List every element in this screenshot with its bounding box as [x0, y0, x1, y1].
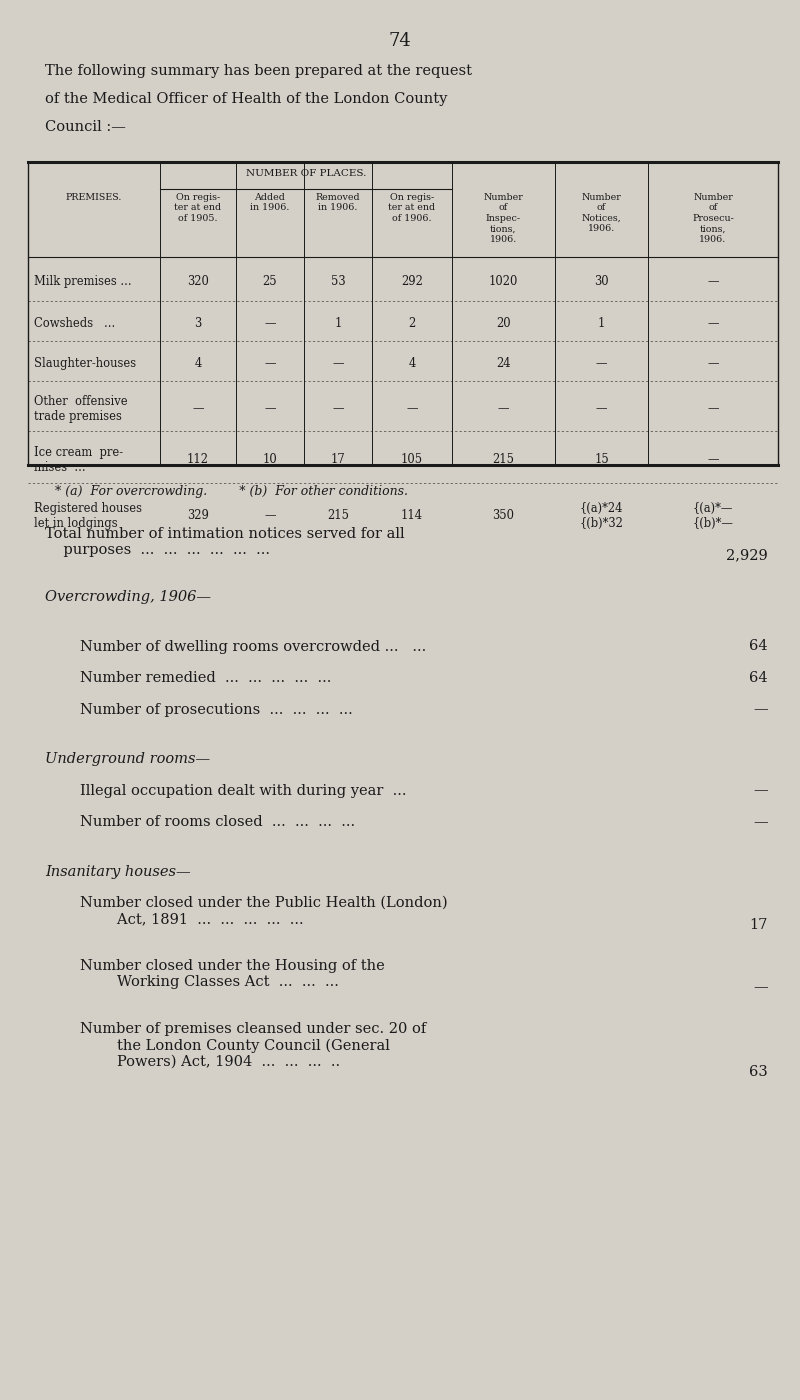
Text: Overcrowding, 1906—: Overcrowding, 1906—: [45, 589, 211, 603]
Text: —: —: [754, 784, 768, 798]
Text: 105: 105: [401, 454, 423, 466]
Text: —: —: [332, 357, 344, 371]
Text: —: —: [498, 402, 510, 416]
Text: —: —: [707, 276, 718, 288]
Text: —: —: [596, 402, 607, 416]
Text: Slaughter-houses: Slaughter-houses: [34, 357, 136, 371]
Text: 64: 64: [750, 671, 768, 685]
Text: —: —: [596, 357, 607, 371]
Text: Council :—: Council :—: [45, 120, 126, 134]
Text: —: —: [707, 357, 718, 371]
Text: Insanitary houses—: Insanitary houses—: [45, 865, 190, 879]
Text: Number of prosecutions  ...  ...  ...  ...: Number of prosecutions ... ... ... ...: [80, 703, 353, 717]
Text: 63: 63: [750, 1065, 768, 1079]
Text: 215: 215: [327, 510, 349, 522]
Text: Ice cream  pre-
mises  ...: Ice cream pre- mises ...: [34, 447, 123, 475]
Text: * (a)  For overcrowding.        * (b)  For other conditions.: * (a) For overcrowding. * (b) For other …: [55, 484, 408, 498]
Text: 53: 53: [330, 276, 346, 288]
Text: Illegal occupation dealt with during year  ...: Illegal occupation dealt with during yea…: [80, 784, 406, 798]
Text: 1: 1: [598, 318, 605, 330]
Text: 1: 1: [334, 318, 342, 330]
Text: Number remedied  ...  ...  ...  ...  ...: Number remedied ... ... ... ... ...: [80, 671, 331, 685]
Text: 320: 320: [187, 276, 209, 288]
Text: —: —: [707, 318, 718, 330]
Text: —: —: [754, 980, 768, 994]
Text: Number
of
Notices,
1906.: Number of Notices, 1906.: [582, 193, 622, 234]
Text: On regis-
ter at end
of 1906.: On regis- ter at end of 1906.: [389, 193, 435, 223]
Text: —: —: [406, 402, 418, 416]
Text: 25: 25: [262, 276, 278, 288]
Text: 292: 292: [401, 276, 423, 288]
Text: Number
of
Prosecu-
tions,
1906.: Number of Prosecu- tions, 1906.: [692, 193, 734, 244]
Text: Total number of intimation notices served for all
    purposes  ...  ...  ...  .: Total number of intimation notices serve…: [45, 526, 405, 557]
Text: Added
in 1906.: Added in 1906.: [250, 193, 290, 213]
Text: 112: 112: [187, 454, 209, 466]
Text: Cowsheds   ...: Cowsheds ...: [34, 318, 115, 330]
Text: 74: 74: [389, 32, 411, 50]
Text: —: —: [332, 402, 344, 416]
Text: Other  offensive
trade premises: Other offensive trade premises: [34, 395, 128, 423]
Text: Number
of
Inspec-
tions,
1906.: Number of Inspec- tions, 1906.: [484, 193, 523, 244]
Text: On regis-
ter at end
of 1905.: On regis- ter at end of 1905.: [174, 193, 222, 223]
Text: 24: 24: [496, 357, 510, 371]
Text: Removed
in 1906.: Removed in 1906.: [316, 193, 360, 213]
Text: Number closed under the Public Health (London)
        Act, 1891  ...  ...  ... : Number closed under the Public Health (L…: [80, 896, 448, 927]
Text: Number of premises cleansed under sec. 20 of
        the London County Council (: Number of premises cleansed under sec. 2…: [80, 1022, 426, 1068]
Text: 17: 17: [750, 917, 768, 931]
Text: PREMISES.: PREMISES.: [66, 193, 122, 202]
Text: Number of dwelling rooms overcrowded ...   ...: Number of dwelling rooms overcrowded ...…: [80, 640, 426, 654]
Text: Milk premises ...: Milk premises ...: [34, 276, 132, 288]
Text: Registered houses
let in lodgings: Registered houses let in lodgings: [34, 503, 142, 531]
Text: —: —: [264, 510, 276, 522]
Text: —: —: [754, 703, 768, 717]
Text: —: —: [707, 454, 718, 466]
Text: 2: 2: [408, 318, 416, 330]
Text: 215: 215: [493, 454, 514, 466]
Text: 64: 64: [750, 640, 768, 654]
Text: 2,929: 2,929: [726, 549, 768, 563]
Text: 20: 20: [496, 318, 511, 330]
Text: 1020: 1020: [489, 276, 518, 288]
Text: 30: 30: [594, 276, 609, 288]
Text: Number closed under the Housing of the
        Working Classes Act  ...  ...  ..: Number closed under the Housing of the W…: [80, 959, 385, 990]
Text: —: —: [264, 357, 276, 371]
Text: 329: 329: [187, 510, 209, 522]
Text: —: —: [264, 318, 276, 330]
Text: The following summary has been prepared at the request: The following summary has been prepared …: [45, 64, 472, 78]
Text: 10: 10: [262, 454, 278, 466]
Text: 4: 4: [408, 357, 416, 371]
Text: of the Medical Officer of Health of the London County: of the Medical Officer of Health of the …: [45, 92, 447, 106]
Text: Number of rooms closed  ...  ...  ...  ...: Number of rooms closed ... ... ... ...: [80, 815, 355, 829]
Text: —: —: [264, 402, 276, 416]
Text: —: —: [754, 815, 768, 829]
Text: 350: 350: [493, 510, 514, 522]
Text: —: —: [192, 402, 204, 416]
Text: NUMBER OF PLACES.: NUMBER OF PLACES.: [246, 169, 366, 178]
Text: 3: 3: [194, 318, 202, 330]
Text: 15: 15: [594, 454, 609, 466]
Text: 4: 4: [194, 357, 202, 371]
Text: {(a)*24
{(b)*32: {(a)*24 {(b)*32: [579, 503, 623, 531]
Text: Underground rooms—: Underground rooms—: [45, 752, 210, 766]
Text: {(a)*—
{(b)*—: {(a)*— {(b)*—: [693, 503, 734, 531]
Text: —: —: [707, 402, 718, 416]
Text: 114: 114: [401, 510, 423, 522]
Text: 17: 17: [330, 454, 346, 466]
